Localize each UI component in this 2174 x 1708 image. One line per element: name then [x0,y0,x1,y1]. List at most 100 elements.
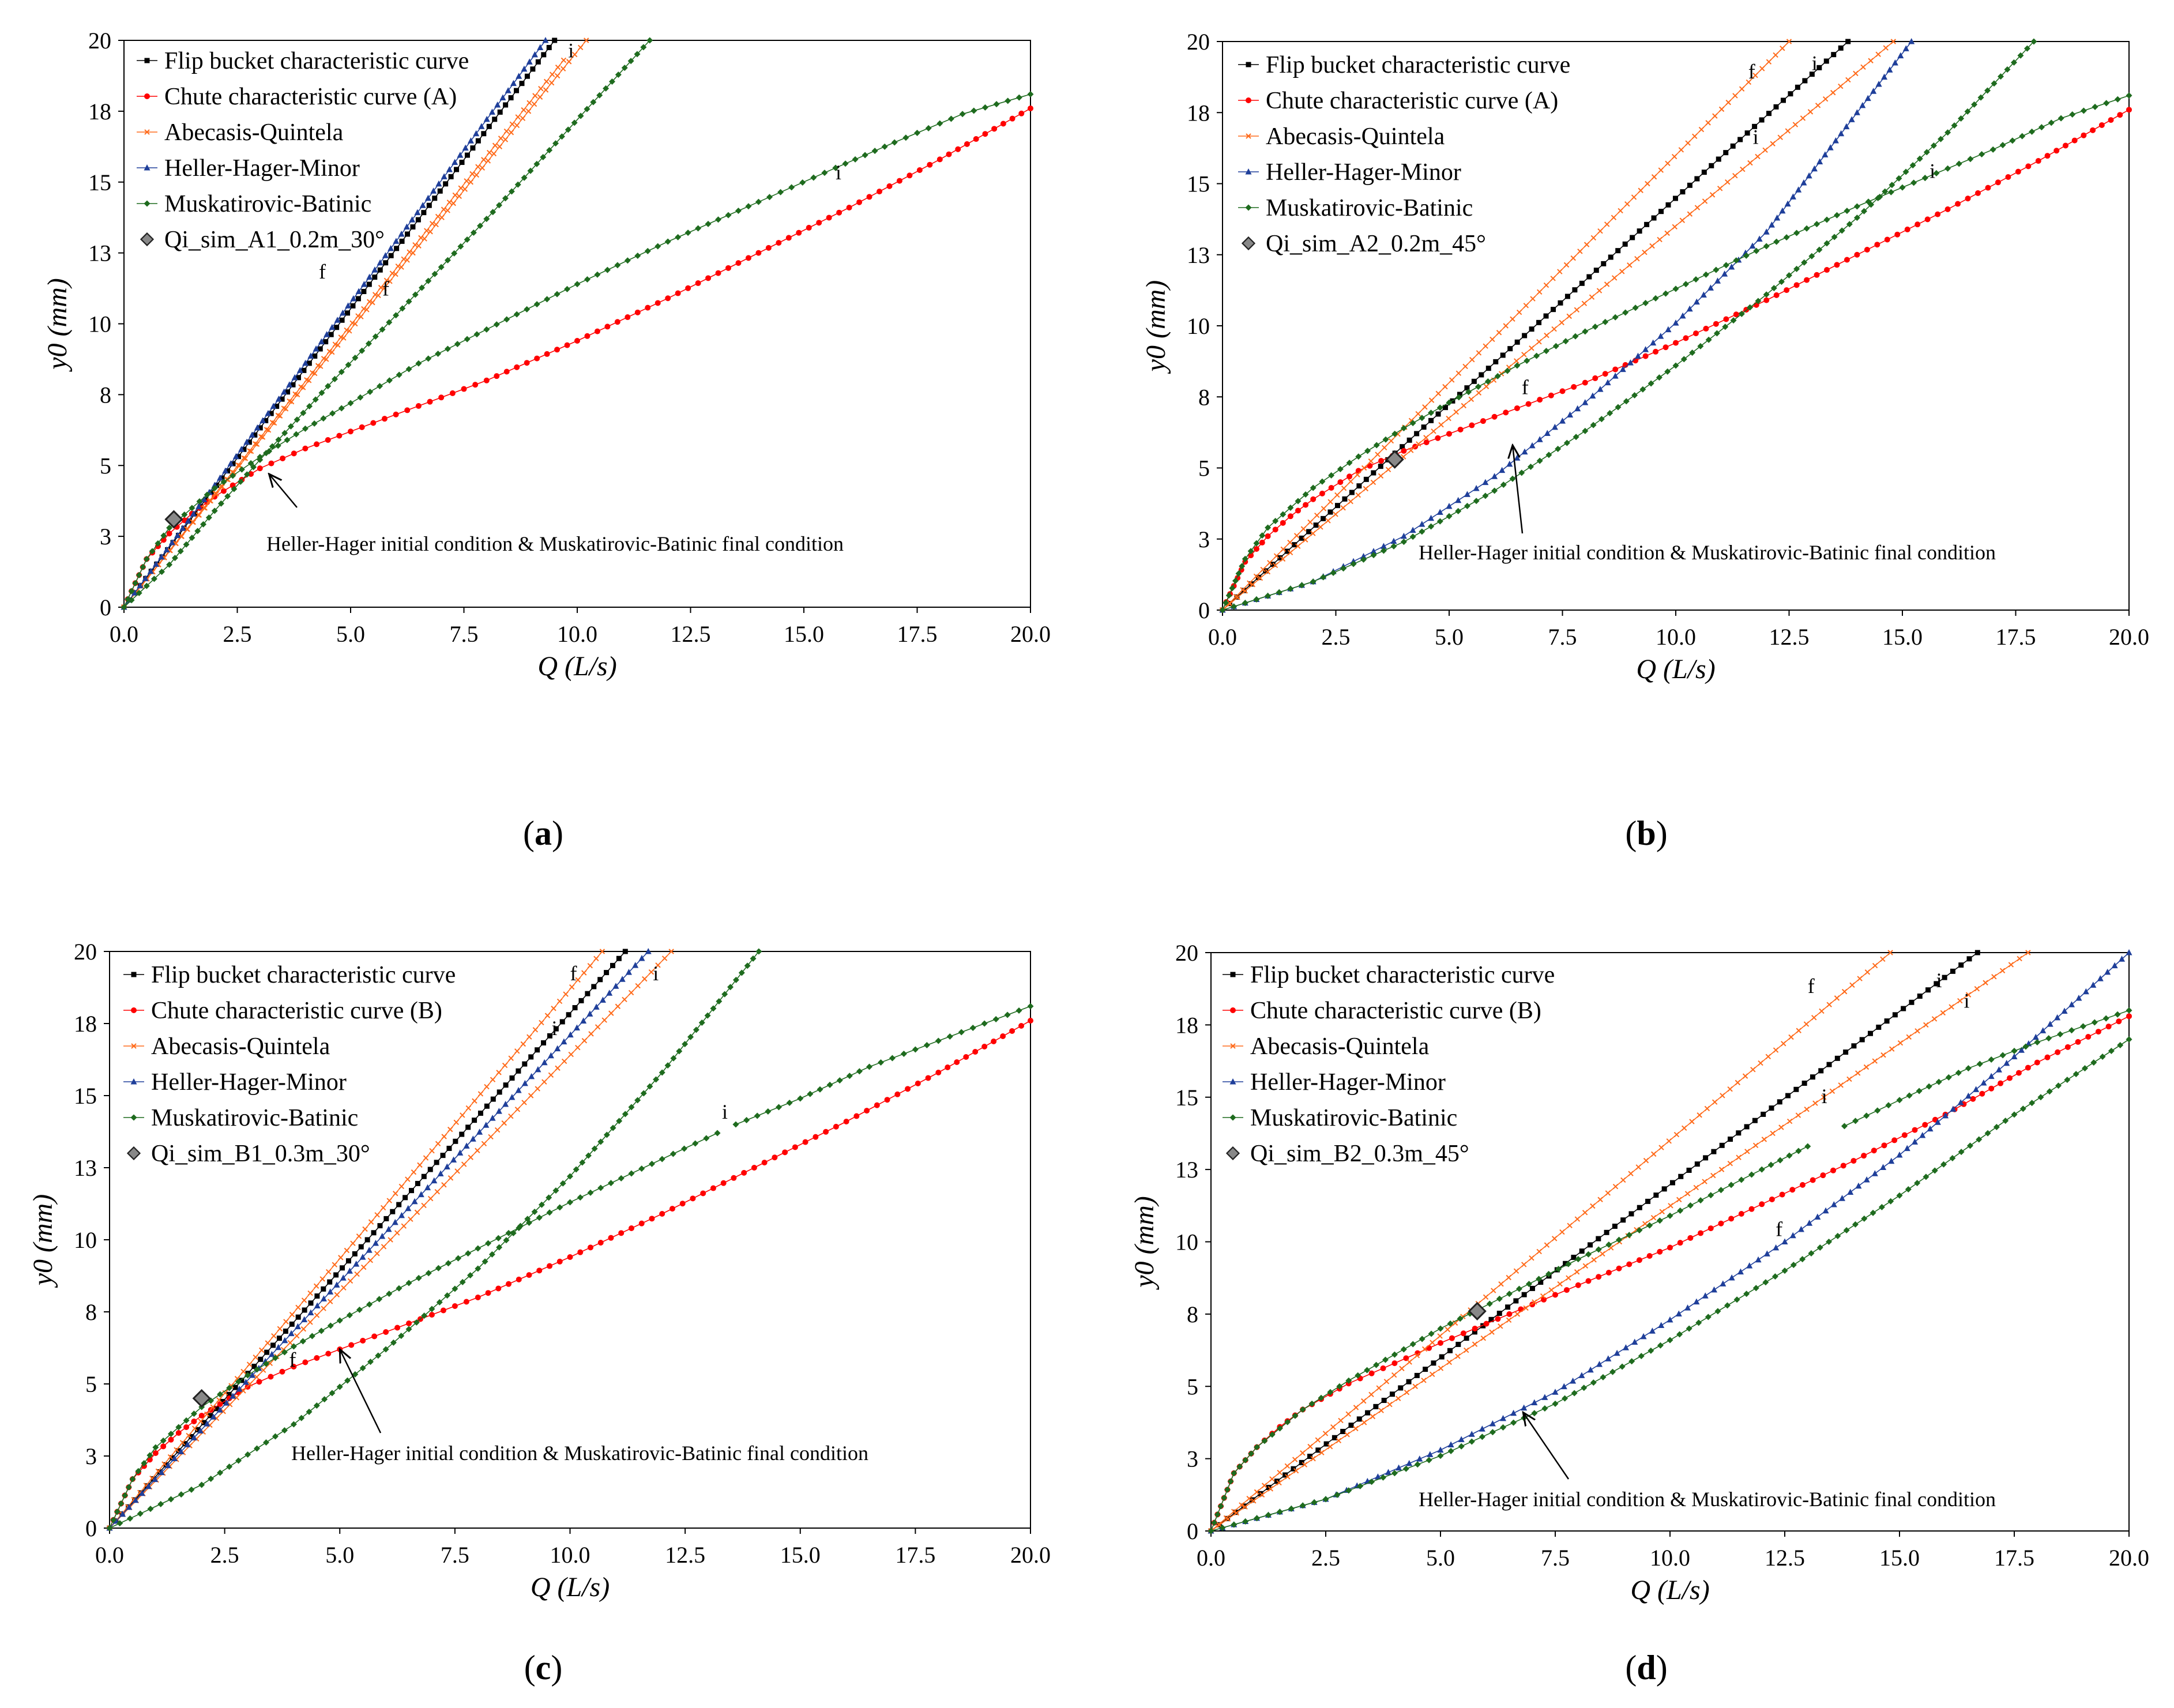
data-point [1320,574,1327,581]
data-point [2092,103,2098,110]
data-point [413,1319,420,1326]
data-point [479,165,486,171]
legend-marker [1245,204,1252,211]
data-point [240,1388,246,1394]
data-point [388,1237,393,1243]
data-point [473,172,480,178]
data-point [338,334,344,340]
data-point [634,253,641,259]
data-point [476,1128,483,1135]
data-point [1284,1463,1291,1469]
data-point [665,295,671,302]
data-point [2098,122,2105,128]
data-point [1894,231,1901,238]
data-point [262,1439,269,1446]
data-point [1436,509,1443,515]
data-point [1225,1516,1231,1522]
data-point [403,223,410,230]
data-point [135,1468,142,1474]
data-point [1861,1215,1868,1222]
data-point [195,1427,201,1432]
data-point [377,383,383,390]
data-point [505,87,511,93]
data-point [1280,556,1286,562]
data-point [1510,1419,1517,1426]
data-point [1491,1288,1496,1293]
data-point [281,1337,288,1344]
data-point [1872,1058,1878,1064]
y-tick-label: 8 [1187,1301,1198,1327]
data-point [481,131,487,137]
data-point [1355,1372,1361,1379]
data-point [1818,1068,1824,1074]
data-point [429,1148,435,1154]
data-point [1880,956,1886,962]
data-point [1931,1167,1938,1174]
data-point [503,1082,509,1088]
data-point [1353,1405,1359,1410]
data-point [394,246,400,251]
data-point [472,1098,477,1104]
data-point [1875,51,1881,57]
data-point [1983,980,1988,985]
data-point [745,203,752,210]
data-point [1762,1279,1769,1286]
data-point [1414,1461,1421,1468]
data-point [1224,1486,1231,1493]
data-point [1689,1119,1695,1124]
data-point [534,355,540,362]
data-point [1663,344,1669,351]
data-point [710,1185,716,1191]
data-point [1277,555,1283,560]
data-point [2082,988,2089,995]
data-point [1402,1465,1409,1472]
data-point [431,270,438,277]
data-point [675,290,681,296]
data-point [1457,392,1462,397]
data-point [900,1051,907,1057]
legend-entry-label: Muskatirovic-Batinic [151,1105,358,1131]
data-point [593,955,599,962]
data-point [2015,168,2021,175]
data-point [1272,562,1278,569]
data-point [370,420,377,426]
curve-flag-label: f [319,260,326,283]
data-point [1605,1242,1612,1248]
data-point [1445,1326,1451,1333]
data-point [585,991,590,996]
data-point [522,1061,528,1067]
data-point [277,1326,283,1332]
data-point [2080,107,2087,114]
data-point [519,81,525,86]
data-point [606,990,613,996]
panel-label: (d) [1625,1649,1667,1687]
data-point [1998,1080,2004,1086]
data-point [546,44,552,50]
data-point [440,1153,446,1158]
y-tick-label: 20 [1175,940,1198,966]
data-point [1925,987,1931,993]
data-point [1319,1450,1325,1455]
data-point [294,416,300,423]
data-point [571,119,578,126]
data-point [232,1385,238,1390]
data-point [447,1126,453,1133]
data-point [467,1272,473,1279]
data-point [535,1086,540,1092]
y-tick-label: 10 [1187,313,1210,339]
legend-marker [130,1078,137,1085]
data-point [1545,1270,1552,1277]
data-point [1581,1385,1588,1391]
data-point [249,1371,256,1378]
data-point [1295,507,1301,514]
data-point [1208,1528,1214,1534]
data-point [484,1084,490,1090]
data-point [390,1209,396,1214]
data-point [279,1368,285,1375]
data-point [653,1076,660,1083]
data-point [1938,136,1944,142]
data-point [388,253,394,258]
data-point [720,1180,727,1186]
data-point [201,496,208,502]
data-point [1657,333,1664,339]
